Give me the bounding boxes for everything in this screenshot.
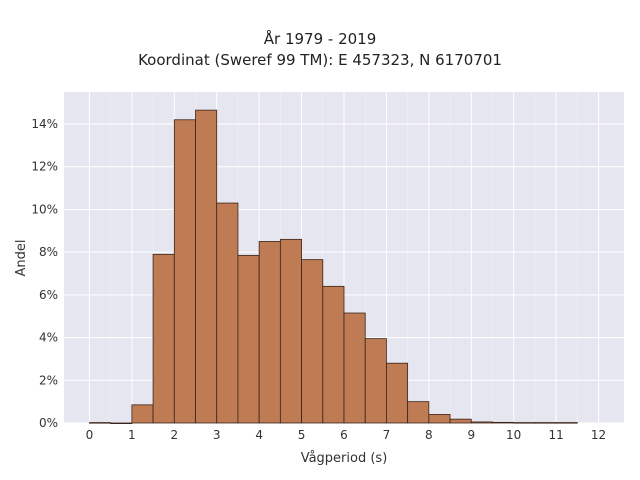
histogram-bar xyxy=(513,422,536,424)
histogram-bar xyxy=(195,109,218,424)
y-tick-label: 8% xyxy=(39,245,58,259)
x-tick-label: 12 xyxy=(591,428,606,442)
bars-group xyxy=(89,109,578,425)
histogram-bar xyxy=(131,404,154,424)
x-tick-label: 2 xyxy=(170,428,178,442)
y-axis-ticks: 0% 2% 4% 6% 8% 10% 12% 14% xyxy=(31,117,58,430)
histogram-bar xyxy=(407,401,430,424)
x-tick-label: 10 xyxy=(506,428,521,442)
histogram-bar xyxy=(301,259,324,424)
y-tick-label: 2% xyxy=(39,373,58,387)
x-tick-label: 4 xyxy=(255,428,263,442)
histogram-bar xyxy=(386,362,409,424)
histogram-bar xyxy=(492,421,515,424)
histogram-bar xyxy=(364,338,387,424)
histogram-bar xyxy=(89,422,112,424)
x-tick-label: 3 xyxy=(213,428,221,442)
histogram-bar xyxy=(428,414,451,424)
histogram-bar xyxy=(237,254,260,424)
histogram-bar xyxy=(152,253,175,424)
y-tick-label: 12% xyxy=(31,160,58,174)
x-tick-label: 8 xyxy=(425,428,433,442)
histogram-bar xyxy=(322,285,345,424)
y-tick-label: 6% xyxy=(39,288,58,302)
x-tick-label: 6 xyxy=(340,428,348,442)
histogram-bar xyxy=(216,202,239,424)
x-tick-label: 7 xyxy=(383,428,391,442)
histogram-bar xyxy=(470,421,493,424)
x-tick-label: 1 xyxy=(128,428,136,442)
y-tick-label: 4% xyxy=(39,331,58,345)
x-tick-label: 9 xyxy=(467,428,475,442)
x-tick-label: 5 xyxy=(298,428,306,442)
histogram-bar xyxy=(343,312,366,424)
y-tick-label: 14% xyxy=(31,117,58,131)
histogram-bar xyxy=(110,422,133,425)
x-tick-label: 11 xyxy=(548,428,563,442)
chart-title: År 1979 - 2019 xyxy=(263,30,377,48)
chart-subtitle: Koordinat (Sweref 99 TM): E 457323, N 61… xyxy=(138,51,502,69)
histogram-bar xyxy=(173,119,196,424)
histogram-bar xyxy=(555,422,578,424)
histogram-bar xyxy=(258,241,281,424)
y-tick-label: 0% xyxy=(39,416,58,430)
histogram-bar xyxy=(279,238,302,424)
y-axis-label: Andel xyxy=(14,240,29,277)
x-axis-ticks: 0 1 2 3 4 5 6 7 8 9 10 11 12 xyxy=(86,428,607,442)
y-tick-label: 10% xyxy=(31,202,58,216)
histogram-bar xyxy=(449,418,472,424)
x-tick-label: 0 xyxy=(86,428,94,442)
x-axis-label: Vågperiod (s) xyxy=(301,451,388,466)
histogram-bar xyxy=(534,422,557,424)
